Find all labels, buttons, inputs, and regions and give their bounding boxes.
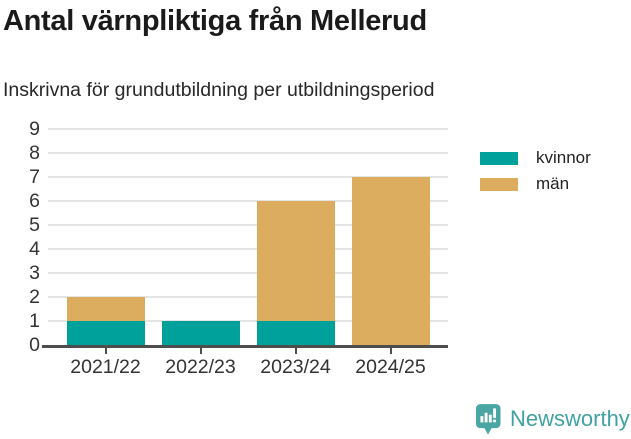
gridline-4 bbox=[48, 248, 448, 250]
newsworthy-logo-icon bbox=[476, 404, 501, 435]
gridline-9 bbox=[48, 128, 448, 130]
x-tick-2022/23 bbox=[199, 348, 202, 354]
y-tick-label-6: 6 bbox=[29, 190, 40, 212]
gridline-1 bbox=[48, 320, 448, 322]
legend-label-män: män bbox=[536, 174, 570, 193]
x-tick-label-2022/23: 2022/23 bbox=[165, 356, 236, 378]
legend: kvinnor män bbox=[480, 148, 591, 200]
legend-item-kvinnor: kvinnor bbox=[480, 148, 591, 168]
x-tick-2021/22 bbox=[104, 348, 107, 354]
x-tick-2024/25 bbox=[389, 348, 392, 354]
y-tick-label-2: 2 bbox=[29, 286, 40, 308]
gridline-3 bbox=[48, 272, 448, 274]
gridline-8 bbox=[48, 152, 448, 154]
x-tick-label-2024/25: 2024/25 bbox=[355, 356, 426, 378]
bar-2022/23-kvinnor bbox=[161, 321, 240, 345]
x-axis-line bbox=[42, 345, 448, 348]
x-tick-label-2023/24: 2023/24 bbox=[260, 356, 331, 378]
y-tick-label-3: 3 bbox=[29, 262, 40, 284]
chart-title: Antal värnpliktiga från Mellerud bbox=[3, 5, 427, 37]
brand-footer: Newsworthy bbox=[476, 403, 630, 436]
y-tick-label-9: 9 bbox=[29, 118, 40, 140]
y-tick-label-7: 7 bbox=[29, 166, 40, 188]
gridline-6 bbox=[48, 200, 448, 202]
y-tick-label-4: 4 bbox=[29, 238, 40, 260]
bar-2021/22-män bbox=[66, 297, 145, 321]
legend-item-män: män bbox=[480, 174, 591, 194]
gridline-7 bbox=[48, 176, 448, 178]
y-tick-label-5: 5 bbox=[29, 214, 40, 236]
gridline-5 bbox=[48, 224, 448, 226]
gridline-2 bbox=[48, 296, 448, 298]
y-tick-label-0: 0 bbox=[29, 334, 40, 356]
y-tick-label-8: 8 bbox=[29, 142, 40, 164]
x-tick-2023/24 bbox=[294, 348, 297, 354]
bar-2023/24-män bbox=[256, 201, 335, 321]
chart-subtitle: Inskrivna för grundutbildning per utbild… bbox=[3, 79, 435, 101]
x-tick-label-2021/22: 2021/22 bbox=[70, 356, 141, 378]
bar-2021/22-kvinnor bbox=[66, 321, 145, 345]
legend-swatch-män bbox=[480, 177, 518, 191]
legend-swatch-kvinnor bbox=[480, 151, 518, 165]
bar-2023/24-kvinnor bbox=[256, 321, 335, 345]
bar-2024/25-män bbox=[351, 177, 430, 345]
legend-label-kvinnor: kvinnor bbox=[536, 148, 591, 167]
brand-name: Newsworthy bbox=[510, 406, 630, 431]
y-tick-label-1: 1 bbox=[29, 310, 40, 332]
